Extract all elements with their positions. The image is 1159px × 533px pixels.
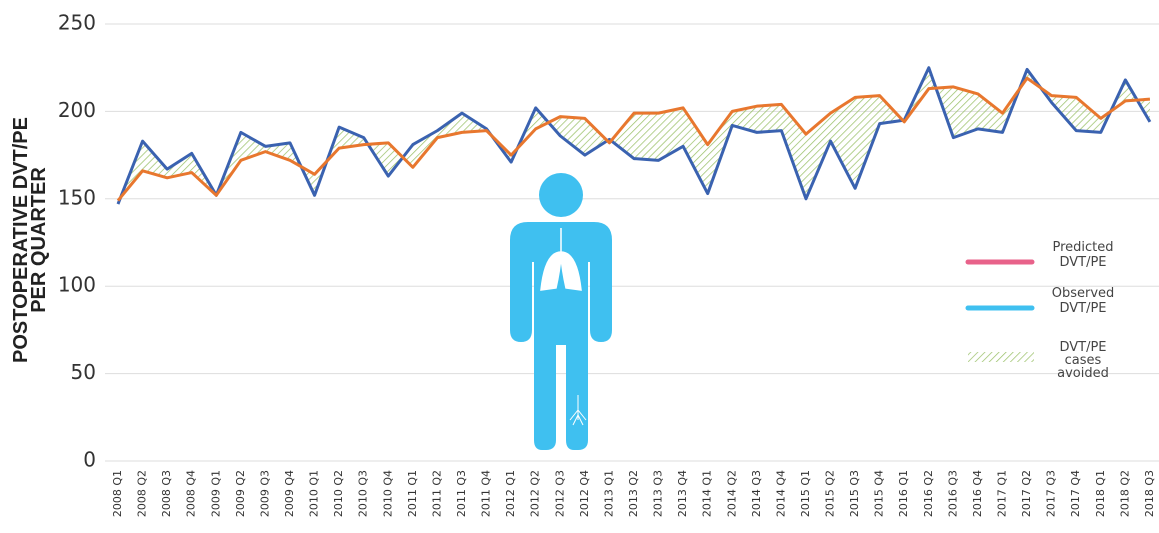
person-icon bbox=[510, 173, 612, 450]
x-tick-label: 2014 Q4 bbox=[774, 470, 787, 517]
x-tick-label: 2010 Q1 bbox=[308, 470, 321, 517]
x-tick-label: 2016 Q2 bbox=[922, 470, 935, 517]
x-tick-label: 2012 Q2 bbox=[529, 470, 542, 517]
x-tick-label: 2009 Q3 bbox=[258, 470, 271, 517]
y-tick-label: 100 bbox=[58, 273, 96, 297]
x-tick-label: 2017 Q2 bbox=[1020, 470, 1033, 517]
x-tick-label: 2014 Q2 bbox=[725, 470, 738, 517]
legend-label: DVT/PE cases avoided bbox=[1057, 340, 1109, 381]
x-tick-label: 2018 Q2 bbox=[1118, 470, 1131, 517]
x-tick-label: 2017 Q3 bbox=[1045, 470, 1058, 517]
x-tick-label: 2008 Q4 bbox=[185, 470, 198, 517]
x-tick-label: 2016 Q4 bbox=[971, 470, 984, 517]
x-tick-label: 2011 Q1 bbox=[406, 470, 419, 517]
x-tick-label: 2011 Q3 bbox=[455, 470, 468, 517]
x-tick-label: 2013 Q3 bbox=[652, 470, 665, 517]
x-tick-label: 2013 Q1 bbox=[602, 470, 615, 517]
x-tick-label: 2015 Q3 bbox=[848, 470, 861, 517]
x-tick-label: 2009 Q1 bbox=[209, 470, 222, 517]
x-tick-label: 2011 Q4 bbox=[480, 470, 493, 517]
x-tick-label: 2017 Q4 bbox=[1069, 470, 1082, 517]
legend-swatch bbox=[968, 352, 1034, 362]
x-tick-label: 2013 Q4 bbox=[676, 470, 689, 517]
y-tick-label: 50 bbox=[71, 360, 96, 384]
x-tick-label: 2014 Q1 bbox=[701, 470, 714, 517]
x-tick-label: 2013 Q2 bbox=[627, 470, 640, 517]
x-tick-label: 2008 Q1 bbox=[111, 470, 124, 517]
x-tick-label: 2016 Q3 bbox=[946, 470, 959, 517]
x-tick-label: 2012 Q3 bbox=[553, 470, 566, 517]
x-tick-label: 2015 Q1 bbox=[799, 470, 812, 517]
avoided-area bbox=[118, 67, 1150, 205]
x-tick-label: 2009 Q2 bbox=[234, 470, 247, 517]
x-tick-label: 2018 Q3 bbox=[1143, 470, 1156, 517]
x-tick-label: 2008 Q3 bbox=[160, 470, 173, 517]
y-tick-label: 200 bbox=[58, 98, 96, 122]
x-tick-label: 2008 Q2 bbox=[136, 470, 149, 517]
x-tick-label: 2018 Q1 bbox=[1094, 470, 1107, 517]
y-tick-label: 150 bbox=[58, 185, 96, 209]
x-tick-label: 2011 Q2 bbox=[430, 470, 443, 517]
x-tick-label: 2015 Q2 bbox=[824, 470, 837, 517]
x-tick-label: 2016 Q1 bbox=[897, 470, 910, 517]
legend-label: Observed DVT/PE bbox=[1051, 286, 1115, 316]
x-tick-label: 2014 Q3 bbox=[750, 470, 763, 517]
x-tick-label: 2010 Q2 bbox=[332, 470, 345, 517]
x-tick-label: 2012 Q1 bbox=[504, 470, 517, 517]
x-tick-label: 2017 Q1 bbox=[996, 470, 1009, 517]
x-tick-label: 2010 Q4 bbox=[381, 470, 394, 517]
x-tick-label: 2015 Q4 bbox=[873, 470, 886, 517]
x-tick-label: 2010 Q3 bbox=[357, 470, 370, 517]
y-axis-title: POSTOPERATIVE DVT/PE PER QUARTER bbox=[10, 117, 50, 363]
legend-label: Predicted DVT/PE bbox=[1052, 240, 1114, 270]
series-line bbox=[116, 66, 1152, 205]
x-tick-label: 2009 Q4 bbox=[283, 470, 296, 517]
series-line bbox=[116, 76, 1151, 202]
y-tick-label: 0 bbox=[83, 448, 96, 472]
x-tick-label: 2012 Q4 bbox=[578, 470, 591, 517]
y-tick-label: 250 bbox=[58, 11, 96, 35]
